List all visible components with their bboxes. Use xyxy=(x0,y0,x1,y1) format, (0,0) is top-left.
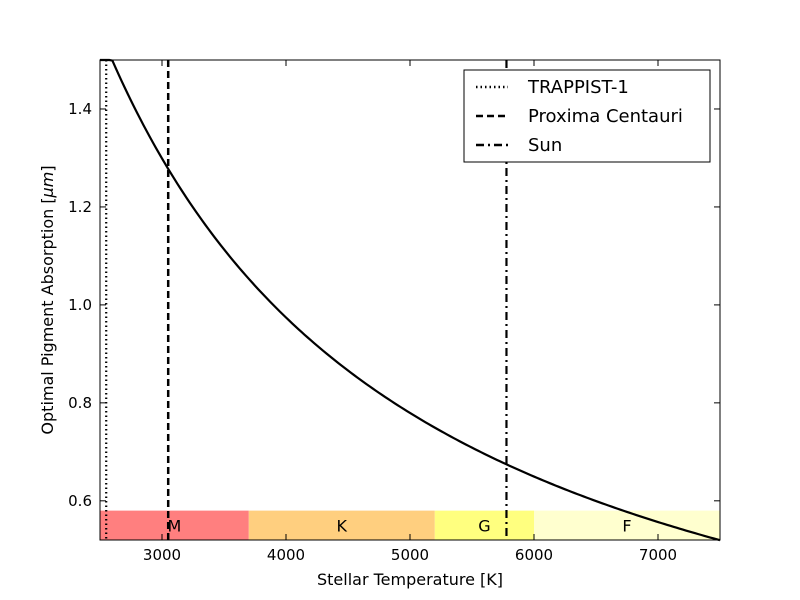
y-axis-label-unit: μm xyxy=(38,172,57,199)
absorption-curve xyxy=(100,58,721,542)
y-axis-label-prefix: Optimal Pigment Absorption [ xyxy=(38,197,57,434)
y-tick-label: 0.8 xyxy=(68,394,92,412)
band-label-f: F xyxy=(622,516,631,535)
band-label-m: M xyxy=(167,516,181,535)
y-tick-label: 0.6 xyxy=(68,492,92,510)
y-axis-label: Optimal Pigment Absorption [μm] xyxy=(38,165,57,434)
x-axis-label: Stellar Temperature [K] xyxy=(317,570,503,589)
x-tick-label: 6000 xyxy=(515,546,553,564)
star-lines xyxy=(105,60,508,540)
y-tick-label: 1.0 xyxy=(68,296,92,314)
band-f xyxy=(534,510,720,540)
x-tick-label: 5000 xyxy=(391,546,429,564)
band-label-k: K xyxy=(337,516,348,535)
legend-label: TRAPPIST-1 xyxy=(527,77,629,98)
y-axis-label-suffix: ] xyxy=(38,165,57,171)
x-ticks: 3000 4000 5000 6000 7000 xyxy=(143,60,677,564)
y-ticks: 0.6 0.8 1.0 1.2 1.4 xyxy=(68,100,720,510)
band-g xyxy=(434,510,534,540)
legend-label: Sun xyxy=(528,135,562,156)
band-label-g: G xyxy=(478,516,490,535)
y-tick-label: 1.2 xyxy=(68,198,92,216)
x-tick-label: 3000 xyxy=(143,546,181,564)
x-tick-label: 7000 xyxy=(639,546,677,564)
legend-label: Proxima Centauri xyxy=(528,106,683,127)
band-m xyxy=(100,510,249,540)
y-tick-label: 1.4 xyxy=(68,100,92,118)
x-tick-label: 4000 xyxy=(267,546,305,564)
legend: TRAPPIST-1 Proxima Centauri Sun xyxy=(463,69,711,163)
band-k xyxy=(248,510,435,540)
